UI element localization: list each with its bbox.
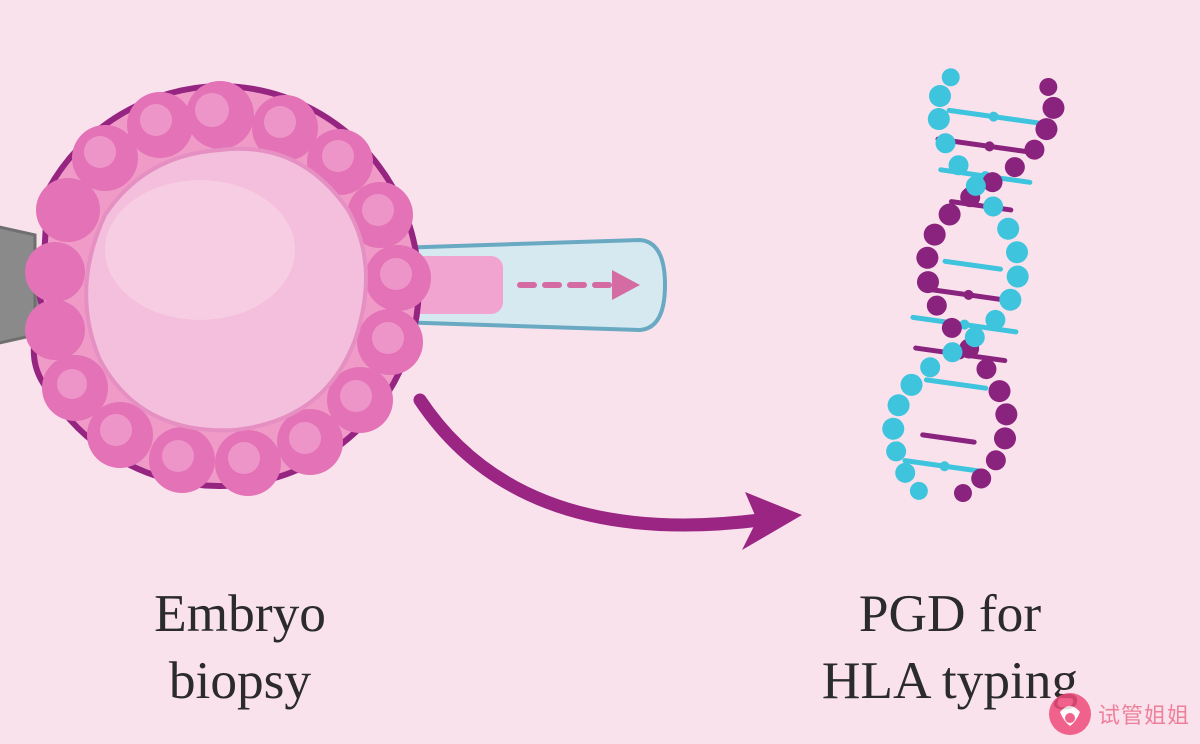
flow-arrow-icon bbox=[400, 380, 820, 565]
embryo-cell-icon bbox=[25, 81, 431, 496]
watermark: 试管姐姐 bbox=[1048, 692, 1190, 736]
watermark-logo-icon bbox=[1048, 692, 1092, 736]
dna-helix-icon bbox=[870, 60, 1070, 515]
biopsy-pipette-icon bbox=[395, 240, 665, 330]
diagram-canvas: Embryo biopsy PGD for HLA typing 试管姐姐 bbox=[0, 0, 1200, 744]
watermark-text: 试管姐姐 bbox=[1098, 698, 1190, 730]
label-right-line1: PGD for bbox=[770, 580, 1130, 647]
label-embryo-biopsy: Embryo biopsy bbox=[60, 580, 420, 713]
label-left-line1: Embryo bbox=[60, 580, 420, 647]
label-left-line2: biopsy bbox=[60, 647, 420, 714]
